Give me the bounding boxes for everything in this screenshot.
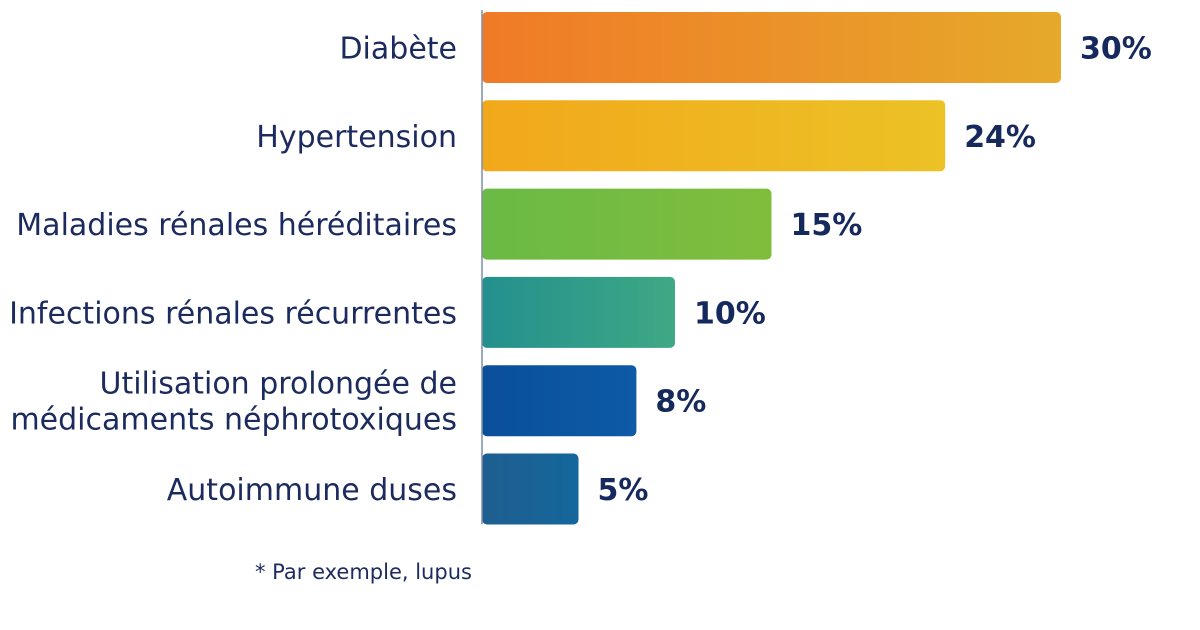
value-label-4: 8%	[655, 385, 706, 420]
value-label-2: 15%	[791, 208, 863, 243]
bar-0	[482, 12, 1061, 83]
value-label-1: 24%	[964, 120, 1036, 155]
bars-group: 30% Diabète 24% Hypertension 15% Maladies rén…	[9, 12, 1152, 525]
value-label-0: 30%	[1080, 32, 1152, 67]
footnote: * Par exemple, lupus	[255, 560, 472, 584]
bar-5	[482, 453, 579, 525]
bar-1	[482, 100, 946, 172]
value-label-3: 10%	[694, 296, 766, 331]
bar-3	[482, 276, 675, 348]
category-label-3: Infections rénales récurrentes	[9, 296, 457, 331]
category-label-1: Hypertension	[256, 120, 457, 155]
category-label-4: Utilisation prolongée de médicaments néph…	[10, 367, 457, 438]
category-label-2: Maladies rénales héréditaires	[16, 208, 457, 243]
category-label-0: Diabète	[339, 32, 457, 67]
value-label-5: 5%	[598, 473, 649, 508]
category-label-5: Autoimmune duses	[167, 473, 457, 508]
bar-4	[482, 365, 637, 437]
bar-2	[482, 188, 772, 260]
